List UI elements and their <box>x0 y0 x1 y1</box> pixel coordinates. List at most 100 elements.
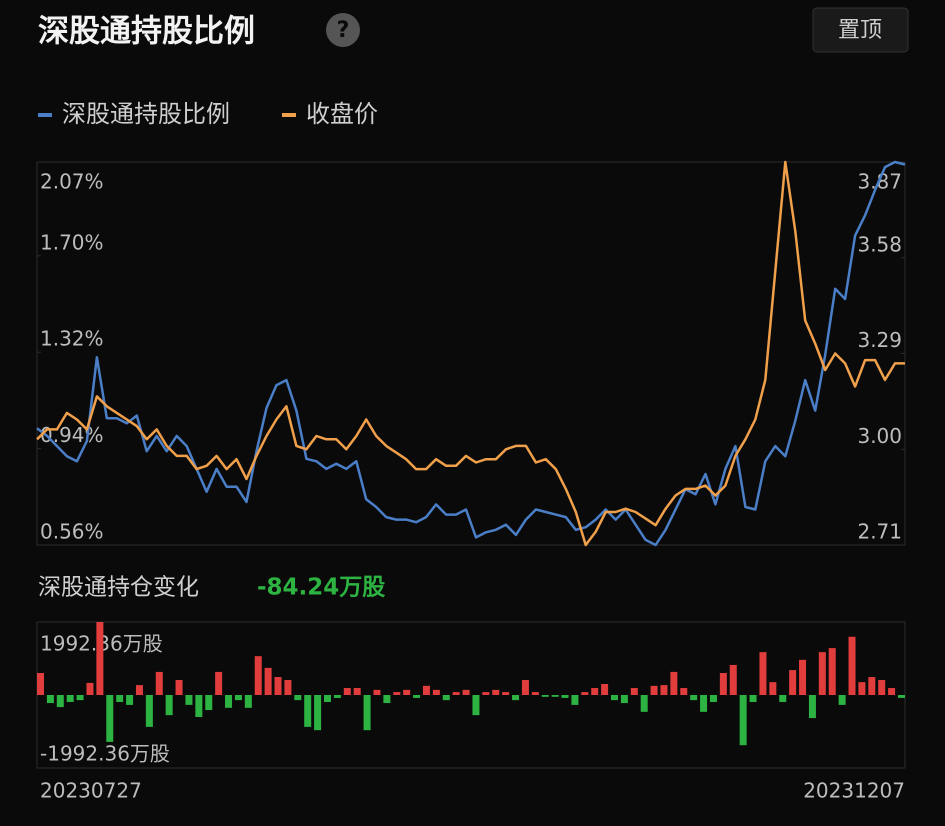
bar <box>898 695 905 698</box>
page-title: 深股通持股比例 <box>38 14 255 50</box>
bar <box>492 689 500 695</box>
x-tick-label: 20230727 <box>40 779 142 803</box>
bar <box>442 695 450 701</box>
bar <box>531 692 539 695</box>
bar <box>561 695 569 698</box>
bar-subtitle: -84.24万股 <box>257 575 385 601</box>
bar <box>581 692 589 695</box>
bar <box>611 695 618 701</box>
bar-title: 深股通持仓变化 <box>38 575 199 601</box>
bar <box>571 695 579 705</box>
bar <box>225 695 233 708</box>
bar <box>215 671 223 695</box>
y-tick-label: 1.32% <box>40 327 104 351</box>
y-tick-label: 0.94% <box>40 423 104 447</box>
bar <box>413 695 421 698</box>
pin-button[interactable] <box>812 7 909 53</box>
bar <box>324 695 331 702</box>
bar <box>422 685 430 695</box>
bar <box>749 695 757 702</box>
y-tick-label: -1992.36万股 <box>40 742 170 766</box>
bar <box>393 692 401 695</box>
y2-tick-label: 2.71 <box>857 520 902 544</box>
bar <box>343 688 351 695</box>
bar <box>373 689 381 695</box>
bar <box>620 695 628 704</box>
bar <box>848 636 856 695</box>
bar <box>808 695 816 719</box>
bar <box>244 695 252 708</box>
bar <box>521 679 529 695</box>
bar <box>601 684 609 695</box>
bar <box>56 695 64 708</box>
y2-tick-label: 3.58 <box>857 232 902 256</box>
bar <box>234 695 242 701</box>
x-tick-label: 20231207 <box>803 779 905 803</box>
bar <box>779 695 787 702</box>
bar <box>838 695 846 705</box>
bar <box>759 652 767 695</box>
bar <box>333 695 341 698</box>
bar <box>789 670 797 695</box>
bar <box>878 679 886 695</box>
bar <box>37 673 44 695</box>
y-tick-label: 1.70% <box>40 230 104 254</box>
bar <box>165 695 173 716</box>
bar <box>769 682 777 695</box>
help-icon[interactable] <box>326 13 360 47</box>
bar <box>175 679 183 695</box>
bar <box>650 685 658 695</box>
bar <box>739 695 747 746</box>
bar <box>264 667 272 695</box>
bar <box>284 679 292 695</box>
y2-tick-label: 3.00 <box>857 424 902 448</box>
bar <box>868 677 876 695</box>
y2-tick-label: 3.29 <box>857 328 902 352</box>
bar <box>106 695 114 742</box>
bar <box>116 695 124 702</box>
help-mark[interactable]: ? <box>337 18 350 43</box>
bar <box>205 695 213 711</box>
bar <box>452 692 460 695</box>
bar <box>155 671 163 695</box>
bar <box>304 695 312 727</box>
bar <box>66 695 74 702</box>
legend-label: 收盘价 <box>306 100 378 128</box>
series-line <box>36 160 905 547</box>
bar <box>799 659 807 695</box>
bar <box>76 695 84 701</box>
bar <box>432 689 440 695</box>
bar <box>640 695 648 712</box>
bar <box>96 622 104 695</box>
y-tick-label: 0.56% <box>40 520 104 544</box>
bar <box>828 648 836 695</box>
bar <box>254 656 262 695</box>
bar <box>472 695 480 716</box>
bar <box>403 689 411 695</box>
bar <box>512 695 520 701</box>
bar <box>630 688 638 695</box>
bar <box>195 695 203 717</box>
bar <box>729 664 737 695</box>
bar <box>680 688 688 695</box>
bar <box>858 682 866 695</box>
bar <box>482 692 490 695</box>
bar <box>383 695 391 704</box>
bar <box>551 695 559 697</box>
y-tick-label: 2.07% <box>40 170 104 194</box>
bar <box>314 695 322 731</box>
bar <box>818 652 826 695</box>
bar <box>709 695 717 702</box>
bar <box>888 688 896 695</box>
pin-button-label[interactable]: 置顶 <box>838 18 882 43</box>
bar <box>719 673 727 695</box>
bar <box>86 682 94 695</box>
bar <box>274 677 282 695</box>
bar <box>670 671 678 695</box>
bar <box>462 689 470 695</box>
bar <box>700 695 708 712</box>
bar <box>353 688 361 695</box>
bar <box>502 692 510 695</box>
